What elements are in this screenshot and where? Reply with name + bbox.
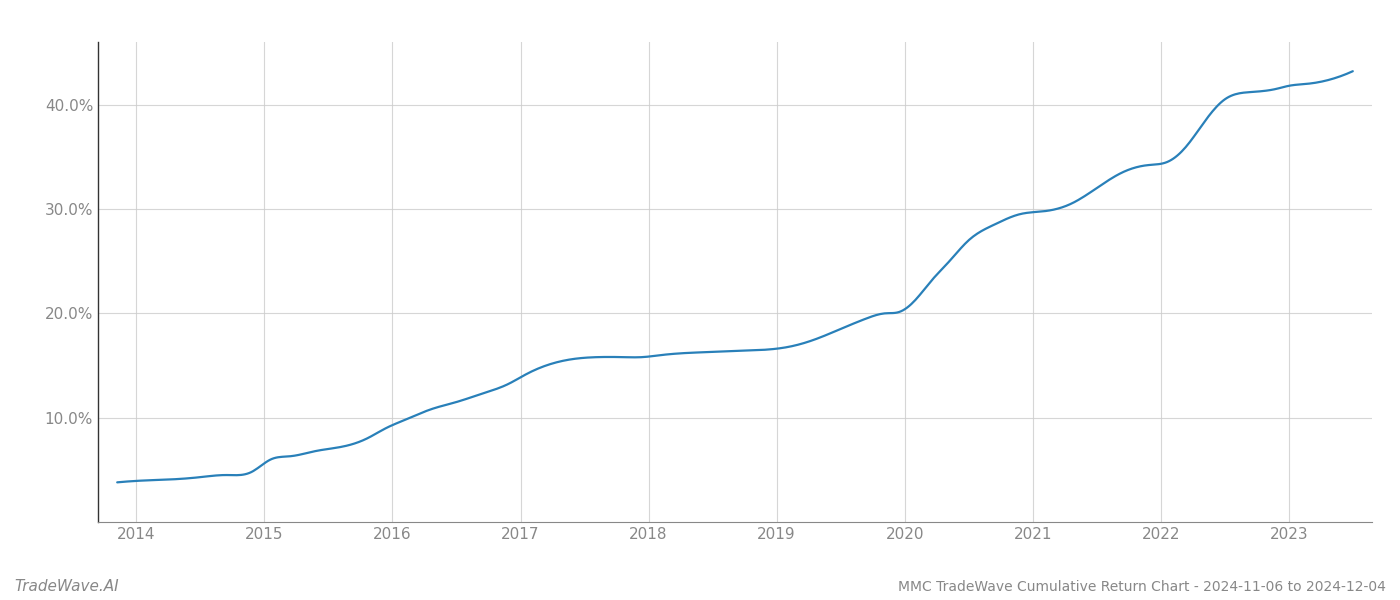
Text: TradeWave.AI: TradeWave.AI (14, 579, 119, 594)
Text: MMC TradeWave Cumulative Return Chart - 2024-11-06 to 2024-12-04: MMC TradeWave Cumulative Return Chart - … (899, 580, 1386, 594)
